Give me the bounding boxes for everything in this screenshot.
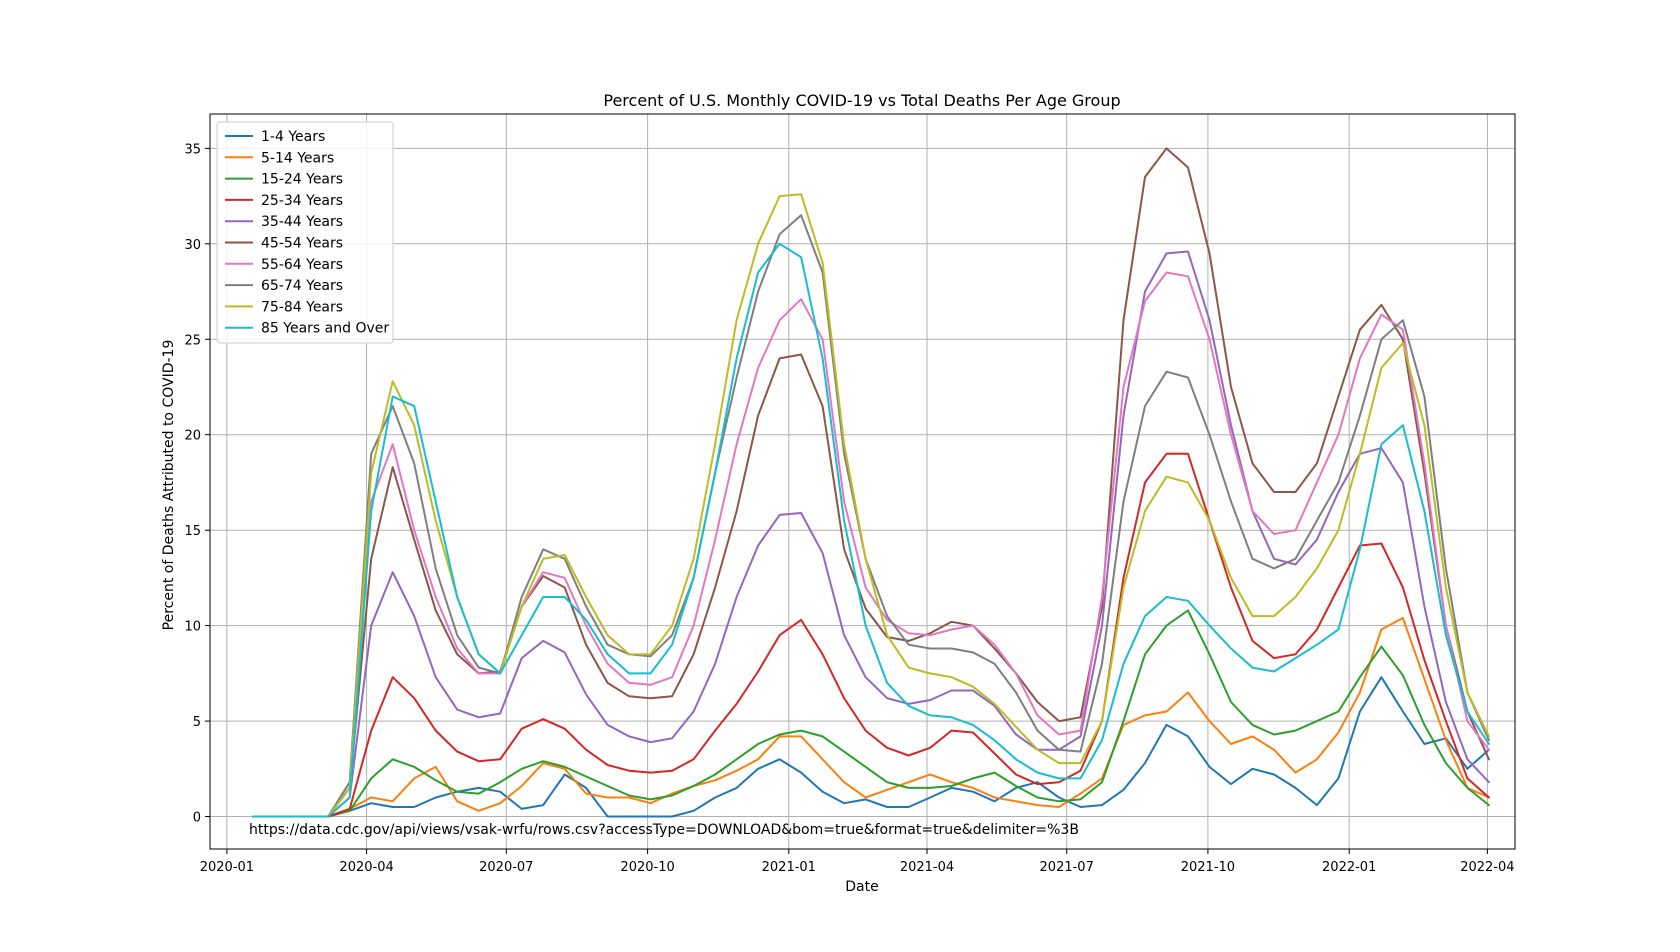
y-axis: 0 5 10 15 20 25 30 35 xyxy=(184,142,210,826)
source-annotation: https://data.cdc.gov/api/views/vsak-wrfu… xyxy=(249,822,1079,838)
legend-item: 75-84 Years xyxy=(225,299,343,315)
legend-label: 75-84 Years xyxy=(261,299,343,315)
x-tick-label: 2021-01 xyxy=(762,860,816,875)
series-line-85-years-and-over xyxy=(252,242,1490,818)
x-tick-label: 2020-01 xyxy=(200,860,254,875)
x-axis-title: Date xyxy=(845,879,878,895)
legend-item: 65-74 Years xyxy=(225,278,343,294)
legend-item: 5-14 Years xyxy=(225,150,334,166)
series-line-35-44-years xyxy=(252,250,1490,818)
y-tick-label: 15 xyxy=(184,524,201,539)
plot-frame xyxy=(209,113,1516,850)
x-tick-label: 2020-07 xyxy=(479,860,533,875)
y-axis-title: Percent of Deaths Attributed to COVID-19 xyxy=(161,340,177,631)
x-tick-label: 2021-07 xyxy=(1040,860,1094,875)
x-tick-label: 2022-01 xyxy=(1322,860,1376,875)
legend-item: 35-44 Years xyxy=(225,214,343,230)
legend-label: 15-24 Years xyxy=(261,172,343,188)
series-line-75-84-years xyxy=(252,193,1490,818)
series-line-25-34-years xyxy=(252,452,1490,818)
legend-item: 55-64 Years xyxy=(225,257,343,273)
x-tick-label: 2020-04 xyxy=(339,860,393,875)
y-tick-label: 0 xyxy=(193,811,201,826)
series-line-1-4-years xyxy=(252,676,1490,818)
legend-box xyxy=(216,121,394,344)
legend-label: 45-54 Years xyxy=(261,236,343,252)
legend-item: 1-4 Years xyxy=(225,129,325,145)
y-tick-label: 35 xyxy=(184,142,201,157)
x-tick-label: 2021-10 xyxy=(1181,860,1235,875)
legend-label: 1-4 Years xyxy=(261,129,325,145)
legend-item: 25-34 Years xyxy=(225,193,343,209)
x-tick-label: 2021-04 xyxy=(900,860,954,875)
y-tick-label: 30 xyxy=(184,238,201,253)
y-tick-label: 25 xyxy=(184,333,201,348)
legend-item: 85 Years and Over xyxy=(225,321,389,337)
y-tick-label: 20 xyxy=(184,429,201,444)
legend-label: 5-14 Years xyxy=(261,150,334,166)
legend-label: 65-74 Years xyxy=(261,278,343,294)
legend-label: 25-34 Years xyxy=(261,193,343,209)
x-tick-label: 2022-04 xyxy=(1460,860,1514,875)
legend-label: 35-44 Years xyxy=(261,214,343,230)
y-tick-label: 5 xyxy=(193,715,201,730)
grid xyxy=(210,114,1515,849)
legend-label: 55-64 Years xyxy=(261,257,343,273)
legend-label: 85 Years and Over xyxy=(261,321,389,337)
chart-title: Percent of U.S. Monthly COVID-19 vs Tota… xyxy=(603,91,1120,110)
legend-item: 45-54 Years xyxy=(225,236,343,252)
series-line-15-24-years xyxy=(252,609,1490,818)
legend: 1-4 Years 5-14 Years 15-24 Years 25-34 Year… xyxy=(216,121,394,344)
series-lines xyxy=(252,147,1490,818)
legend-item: 15-24 Years xyxy=(225,172,343,188)
y-tick-label: 10 xyxy=(184,620,201,635)
x-axis: 2020-01 2020-04 2020-07 2020-10 2021-01 2021-… xyxy=(200,849,1515,875)
x-tick-label: 2020-10 xyxy=(620,860,674,875)
